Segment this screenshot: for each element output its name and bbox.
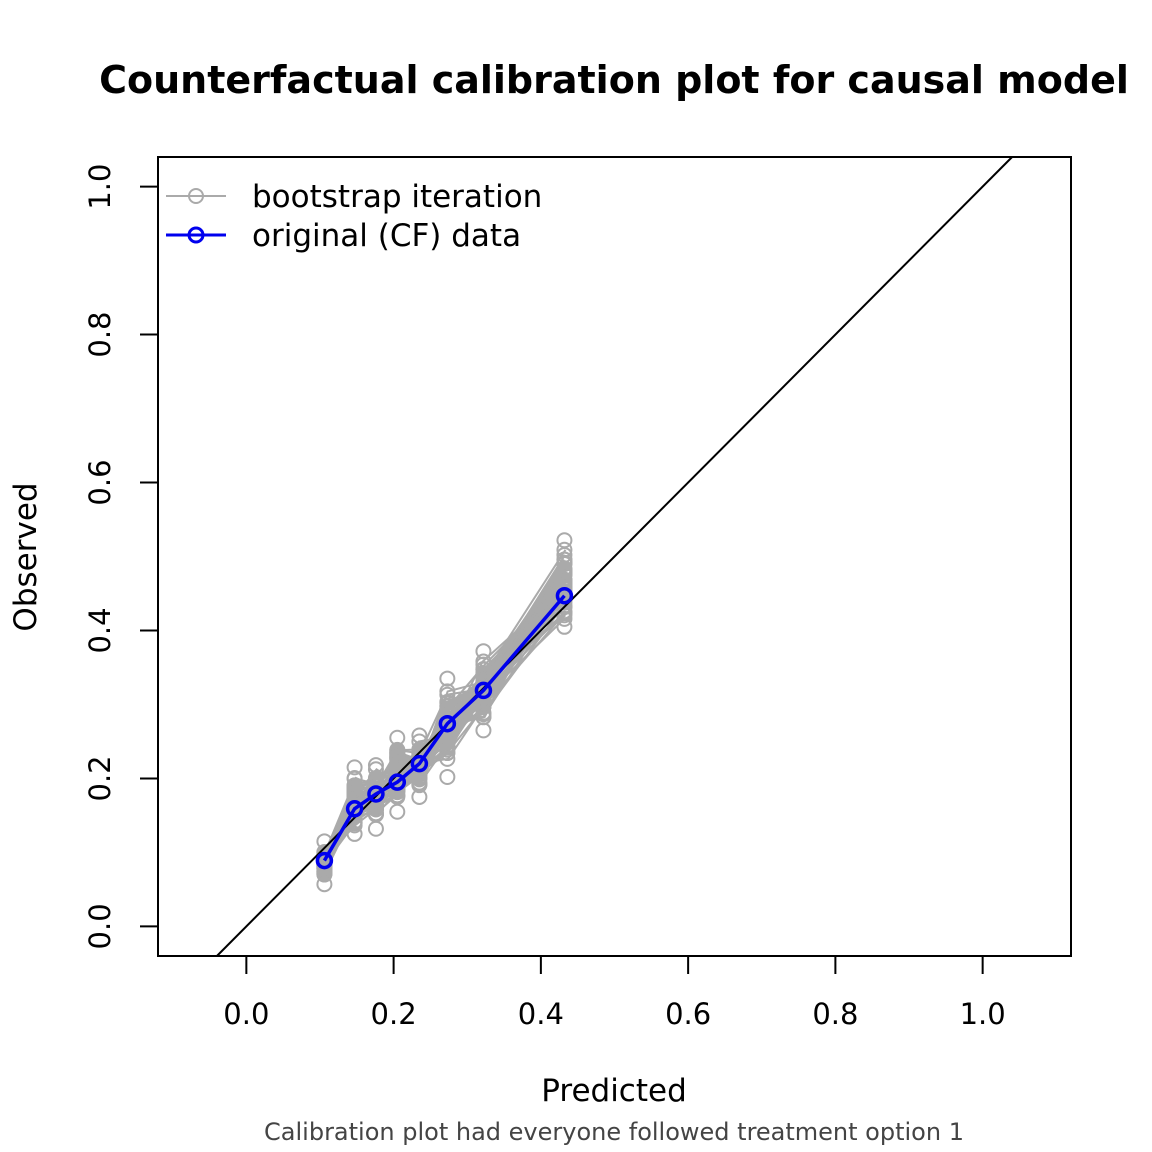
original-point: [438, 714, 457, 733]
bootstrap-point-max: [346, 759, 363, 776]
original-point: [474, 681, 493, 700]
x-tick-label: 0.8: [812, 997, 858, 1031]
bootstrap-point-max: [556, 532, 573, 549]
original-point: [367, 785, 385, 803]
bootstrap-point: [475, 665, 492, 682]
x-tick-label: 0.4: [518, 997, 564, 1031]
bootstrap-iteration-line: [322, 581, 566, 862]
bootstrap-point-max: [411, 727, 428, 744]
reference-identity-line: [216, 156, 1013, 957]
x-tick-label: 1.0: [960, 997, 1006, 1031]
original-point: [410, 754, 429, 773]
original-series: [315, 586, 574, 870]
bootstrap-iteration-line: [322, 614, 567, 866]
bootstrap-point: [389, 749, 406, 766]
bootstrap-point: [346, 769, 363, 786]
bootstrap-point: [556, 541, 573, 558]
legend-bootstrap-marker: [188, 188, 204, 204]
original-point: [315, 851, 334, 870]
bootstrap-point: [439, 683, 456, 700]
bootstrap-point: [556, 607, 573, 624]
bootstrap-point-min: [475, 722, 492, 739]
y-tick-label: 0.8: [83, 311, 117, 357]
bootstrap-point-min: [316, 876, 333, 893]
bootstrap-point: [411, 765, 428, 782]
original-point: [388, 773, 407, 791]
y-axis-label: Observed: [8, 482, 44, 631]
legend: bootstrap iteration original (CF) data: [166, 179, 542, 254]
y-tick-label: 0.2: [83, 755, 117, 801]
x-tick-label: 0.0: [223, 997, 269, 1031]
bootstrap-point: [439, 695, 456, 712]
y-axis: 0.0 0.2 0.4 0.6 0.8 1.0: [83, 164, 159, 949]
bootstrap-point: [556, 566, 573, 583]
bootstrap-point-min: [556, 618, 573, 635]
bootstrap-point-max: [389, 729, 406, 746]
bootstrap-point-max: [439, 670, 456, 687]
legend-bootstrap-label: bootstrap iteration: [252, 179, 542, 215]
y-tick-label: 1.0: [83, 164, 117, 210]
x-tick-label: 0.2: [371, 997, 417, 1031]
bootstrap-point-max: [475, 643, 492, 660]
original-point: [345, 800, 364, 818]
bootstrap-point: [389, 757, 406, 774]
bootstrap-point-min: [411, 788, 428, 805]
bootstrap-point-max: [367, 757, 384, 774]
chart-title: Counterfactual calibration plot for caus…: [99, 58, 1129, 102]
y-tick-label: 0.4: [83, 607, 117, 653]
legend-original-marker: [187, 226, 205, 244]
original-point: [555, 586, 574, 605]
x-axis-label: Predicted: [541, 1073, 687, 1109]
bootstrap-point-min: [439, 768, 456, 785]
bootstrap-lines: [316, 532, 573, 893]
bootstrap-point-min: [346, 825, 363, 842]
y-tick-label: 0.6: [83, 459, 117, 505]
bootstrap-point-min: [367, 820, 384, 837]
y-tick-label: 0.0: [83, 903, 117, 949]
bootstrap-point: [439, 737, 456, 754]
x-tick-label: 0.6: [665, 997, 711, 1031]
bootstrap-point-min: [389, 803, 406, 820]
bootstrap-point: [389, 741, 406, 758]
chart-caption: Calibration plot had everyone followed t…: [264, 1118, 964, 1146]
x-axis: 0.0 0.2 0.4 0.6 0.8 1.0: [223, 955, 1006, 1031]
legend-original-label: original (CF) data: [252, 218, 521, 254]
